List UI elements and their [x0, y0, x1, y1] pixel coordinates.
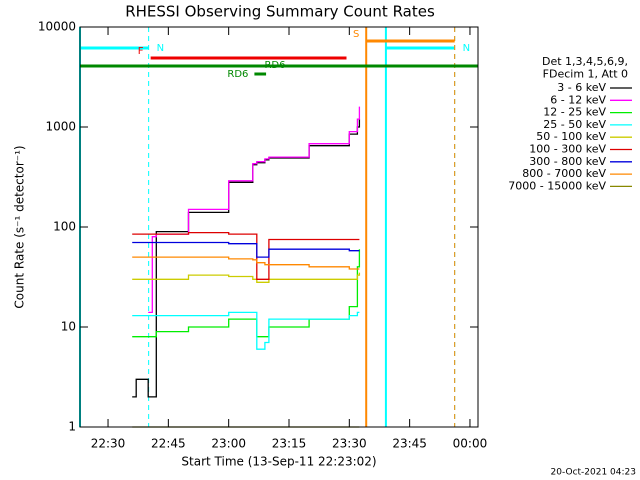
legend-label: 300 - 800 keV: [529, 155, 606, 168]
x-tick-label: 22:45: [151, 437, 186, 451]
flag-label: N: [157, 43, 164, 54]
legend-label: 25 - 50 keV: [543, 118, 606, 131]
legend-label: 12 - 25 keV: [543, 106, 606, 119]
flag-label: N: [463, 43, 470, 54]
flag-label: RD6: [264, 60, 285, 71]
legend-label: 100 - 300 keV: [529, 143, 606, 156]
flag-label: RD6: [227, 69, 248, 80]
y-tick-label: 1: [68, 420, 76, 434]
series-line: [132, 256, 360, 270]
y-tick-label: 10000: [38, 20, 76, 34]
x-tick-label: 23:45: [392, 437, 427, 451]
legend-label: 800 - 7000 keV: [522, 167, 606, 180]
chart-title: RHESSI Observing Summary Count Rates: [125, 3, 435, 21]
footer: 20-Oct-2021 04:23: [551, 468, 636, 478]
x-tick-label: 23:00: [211, 437, 246, 451]
legend-label: 50 - 100 keV: [536, 130, 606, 143]
plot-frame: [79, 26, 479, 428]
y-tick-label: 1000: [45, 120, 76, 134]
legend-label: 6 - 12 keV: [550, 93, 606, 106]
series-line: [132, 311, 360, 350]
x-axis-label: Start Time (13-Sep-11 22:23:02): [181, 455, 376, 469]
flag-label: S: [353, 29, 359, 40]
series-line: [132, 119, 361, 398]
flag-label: F: [138, 46, 144, 57]
series-line: [132, 272, 361, 283]
legend-title: FDecim 1, Att 0: [543, 67, 628, 80]
series-line: [132, 231, 360, 280]
y-tick-label: 100: [53, 220, 76, 234]
x-tick-label: 22:30: [91, 437, 126, 451]
series-line: [132, 249, 361, 338]
y-tick-label: 10: [61, 320, 76, 334]
x-tick-label: 23:30: [332, 437, 367, 451]
y-axis-label: Count Rate (s⁻¹ detector⁻¹): [13, 145, 27, 308]
legend-label: 7000 - 15000 keV: [508, 179, 606, 192]
series-line: [148, 106, 361, 314]
series-line: [132, 241, 360, 258]
x-tick-label: 00:00: [453, 437, 488, 451]
legend-title: Det 1,3,4,5,6,9,: [542, 55, 628, 68]
legend-label: 3 - 6 keV: [557, 81, 606, 94]
x-tick-label: 23:15: [272, 437, 307, 451]
